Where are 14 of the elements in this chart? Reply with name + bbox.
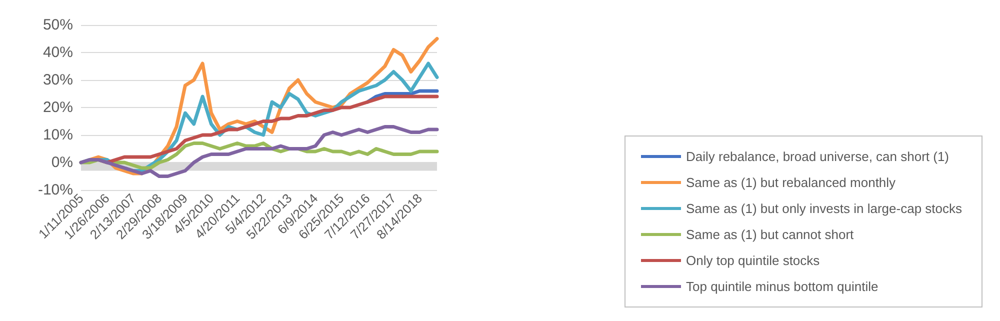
y-tick-label: 0% (51, 154, 73, 171)
y-tick-label: 20% (42, 99, 73, 116)
line-series (79, 125, 439, 178)
y-tick-label: 50% (42, 16, 73, 34)
legend-label: Top quintile minus bottom quintile (686, 279, 878, 294)
legend-label: Same as (1) but cannot short (686, 227, 854, 242)
legend-label: Same as (1) but rebalanced monthly (686, 175, 896, 190)
y-tick-label: 30% (42, 72, 73, 88)
legend-label: Same as (1) but only invests in large-cap stocks (686, 201, 962, 216)
legend-label: Daily rebalance, broad universe, can short (1) (686, 149, 950, 164)
y-tick-label: 40% (42, 44, 73, 61)
y-tick-label: 10% (42, 126, 73, 144)
y-tick-label: -10% (38, 182, 73, 198)
legend-label: Only top quintile stocks (686, 253, 820, 268)
